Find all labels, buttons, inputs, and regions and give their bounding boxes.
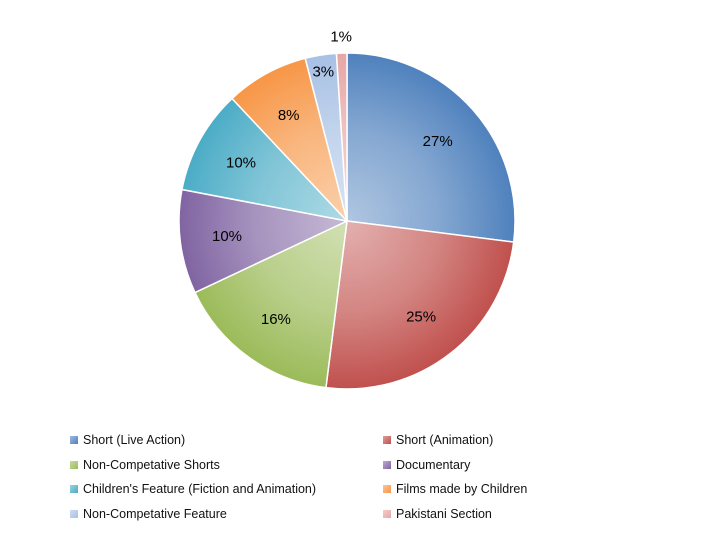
pie-slice-1	[346, 52, 516, 243]
legend-item: Non-Competative Shorts	[70, 456, 220, 474]
legend-swatch	[70, 436, 78, 444]
data-label-8: 1%	[330, 28, 352, 45]
legend-label: Short (Animation)	[396, 433, 494, 447]
legend-label: Pakistani Section	[396, 506, 492, 521]
legend-swatch	[70, 509, 78, 518]
data-label-7: 3%	[312, 64, 334, 81]
legend-item: Pakistani Section	[383, 505, 492, 523]
data-label-3: 16%	[261, 311, 291, 328]
legend-item: Documentary	[383, 456, 470, 474]
legend-item: Non-Competative Feature	[70, 505, 227, 523]
pie-slice-4	[178, 188, 350, 294]
data-label-6: 8%	[278, 107, 300, 124]
data-label-5: 10%	[226, 155, 256, 172]
data-label-4: 10%	[212, 228, 242, 245]
legend-label: Children's Feature (Fiction and Animatio…	[83, 482, 317, 496]
pie-slice-5	[181, 97, 350, 223]
pie-slices	[178, 52, 516, 390]
legend-label: Non-Competative Shorts	[83, 457, 220, 472]
data-label-1: 27%	[423, 133, 453, 150]
legend-swatch	[383, 460, 391, 469]
legend-swatch	[70, 485, 78, 493]
data-label-2: 25%	[406, 309, 436, 326]
legend-swatch	[383, 509, 391, 518]
pie-slice-3	[193, 219, 348, 389]
legend-swatch	[70, 460, 78, 469]
legend-label: Non-Competative Feature	[83, 506, 227, 521]
pie-slice-8	[335, 52, 348, 222]
legend-label: Films made by Children	[396, 482, 528, 496]
legend-item: Films made by Children	[383, 480, 527, 498]
legend-label: Documentary	[396, 457, 471, 472]
legend-item: Short (Live Action)	[70, 431, 185, 449]
legend-swatch	[383, 485, 391, 493]
pie-slice-2	[325, 220, 515, 390]
legend-item: Short (Animation)	[383, 431, 493, 449]
data-labels: 27% 25% 16% 10% 10% 8% 3% 1%	[212, 28, 453, 328]
legend-label: Short (Live Action)	[83, 433, 186, 447]
legend-item: Children's Feature (Fiction and Animatio…	[70, 480, 316, 498]
legend-swatch	[383, 436, 391, 444]
